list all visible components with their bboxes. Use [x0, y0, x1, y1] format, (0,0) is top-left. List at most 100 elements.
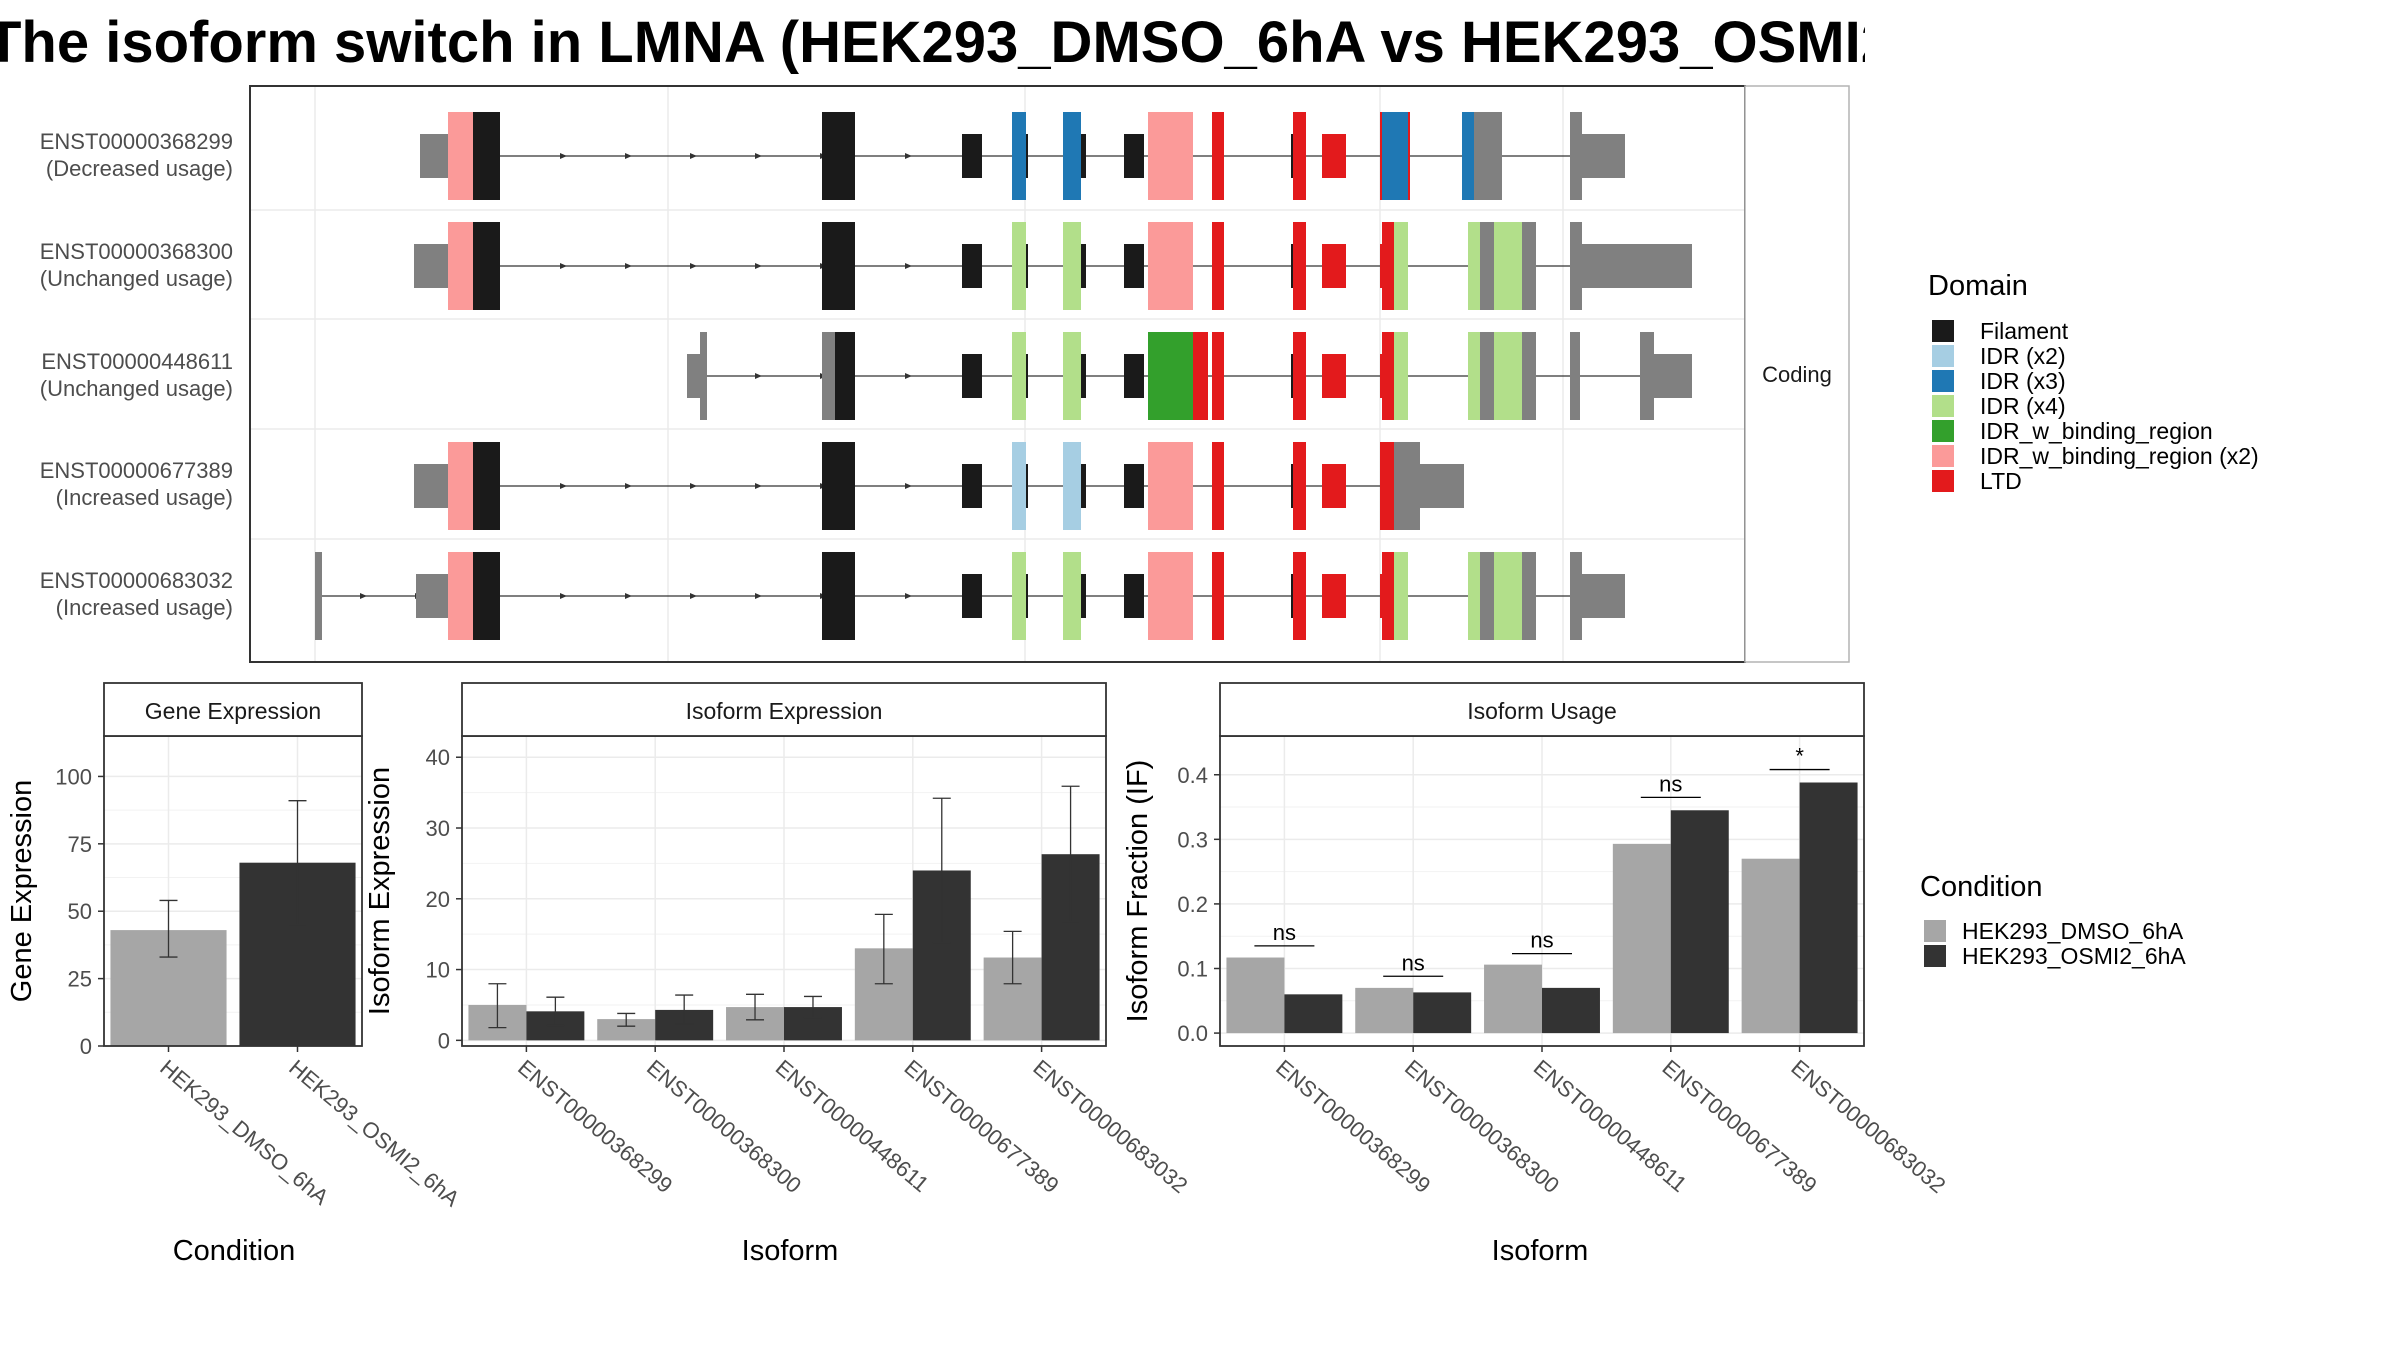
exon-block: [835, 332, 855, 420]
strand-arrow: [755, 263, 762, 269]
y-tick-label: 0.2: [1177, 892, 1208, 917]
transcript-labels: ENST00000368299 (Decreased usage) ENST00…: [40, 129, 233, 620]
facet-strip: [1219, 682, 1865, 737]
exon-block: [1012, 442, 1026, 530]
exon-block: [962, 574, 982, 618]
exon-block: [1012, 332, 1026, 420]
transcript-usage-label: (Unchanged usage): [40, 376, 233, 401]
transcript-usage-label: (Increased usage): [56, 485, 233, 510]
strand-arrow: [625, 593, 632, 599]
exon-block: [1012, 222, 1026, 310]
bar: [1542, 987, 1600, 1034]
x-axis-title: Condition: [173, 1235, 296, 1267]
exon-block: [1582, 244, 1692, 288]
facet-strip: [103, 682, 363, 737]
legend-label: IDR_w_binding_region: [1980, 418, 2213, 444]
strand-arrow: [690, 153, 697, 159]
strand-arrow: [690, 263, 697, 269]
transcript-usage-label: (Unchanged usage): [40, 266, 233, 291]
transcript-structure: [687, 332, 1692, 420]
legend-label: HEK293_DMSO_6hA: [1962, 918, 2184, 944]
bar: [597, 1019, 656, 1041]
exon-block: [1293, 222, 1306, 310]
x-axis-title: Isoform: [1492, 1235, 1589, 1267]
exon-block: [1148, 222, 1193, 310]
exon-block: [1322, 574, 1346, 618]
exon-block: [1293, 112, 1306, 200]
exon-block: [1124, 464, 1144, 508]
exon-block: [1293, 442, 1306, 530]
transcript-structure: [414, 442, 1464, 530]
exon-block: [473, 222, 500, 310]
exon-block: [1522, 332, 1536, 420]
y-tick-label: 30: [426, 816, 450, 841]
exon-block: [1468, 332, 1480, 420]
transcript-structure: [420, 112, 1625, 200]
legend-key: [1932, 420, 1954, 442]
exon-block: [1148, 442, 1193, 530]
exon-block: [1570, 222, 1582, 310]
strand-arrow: [755, 153, 762, 159]
exon-block: [1322, 464, 1346, 508]
strand-arrow: [690, 483, 697, 489]
exon-block: [1148, 112, 1193, 200]
exon-block: [1063, 332, 1081, 420]
page-title-box: The isoform switch in LMNA (HEK293_DMSO_…: [0, 0, 1865, 80]
strand-arrow: [905, 263, 912, 269]
strand-arrow: [560, 593, 567, 599]
exon-block: [1522, 222, 1536, 310]
exon-block: [1494, 222, 1522, 310]
coding-strip: [1744, 85, 1850, 663]
exon-block: [1480, 222, 1494, 310]
exon-block: [1063, 442, 1081, 530]
exon-block: [1570, 552, 1582, 640]
strand-arrow: [625, 153, 632, 159]
legend-key: [1932, 470, 1954, 492]
strand-arrow: [625, 263, 632, 269]
legend-key: [1932, 395, 1954, 417]
exon-block: [1212, 442, 1224, 530]
exon-block: [1322, 134, 1346, 178]
gene-expression-chart: Gene Expression0255075100HEK293_DMSO_6hA…: [6, 682, 465, 1267]
exon-block: [1063, 552, 1081, 640]
significance-label: ns: [1530, 928, 1553, 953]
exon-block: [1394, 222, 1408, 310]
strand-arrow: [625, 483, 632, 489]
strand-arrow: [560, 483, 567, 489]
exon-block: [1212, 222, 1224, 310]
exon-block: [448, 222, 473, 310]
strand-arrow: [905, 483, 912, 489]
y-tick-label: 0: [80, 1034, 92, 1059]
bar: [1413, 992, 1472, 1034]
exon-block: [1394, 442, 1420, 530]
exon-block: [822, 222, 855, 310]
strand-arrow: [905, 593, 912, 599]
y-axis-title: Gene Expression: [6, 780, 38, 1002]
legend-label: IDR (x3): [1980, 368, 2066, 394]
structure-panel: Coding ENST00000368299 (Decreased usage)…: [40, 85, 1850, 663]
strand-arrow: [690, 593, 697, 599]
exon-block: [1380, 442, 1394, 530]
exon-block: [414, 244, 448, 288]
strand-arrow: [560, 263, 567, 269]
transcript-usage-label: (Increased usage): [56, 595, 233, 620]
legend-key: [1924, 945, 1946, 967]
facet-strip: [461, 682, 1107, 737]
exon-block: [473, 442, 500, 530]
legend-key: [1932, 445, 1954, 467]
facet-strip-title: Isoform Expression: [686, 698, 883, 724]
facet-strip-title: Gene Expression: [145, 698, 321, 724]
transcript-structure: [315, 552, 1625, 640]
strand-arrow: [755, 593, 762, 599]
bar: [1355, 987, 1414, 1034]
exon-block: [1063, 112, 1081, 200]
bar: [1799, 782, 1858, 1034]
y-axis-title: Isoform Expression: [364, 767, 396, 1015]
exon-block: [1148, 332, 1193, 420]
condition-legend: Condition HEK293_DMSO_6hAHEK293_OSMI2_6h…: [1920, 871, 2186, 969]
legend-key: [1924, 920, 1946, 942]
legend-label: IDR_w_binding_region (x2): [1980, 443, 2259, 469]
strand-arrow: [755, 483, 762, 489]
